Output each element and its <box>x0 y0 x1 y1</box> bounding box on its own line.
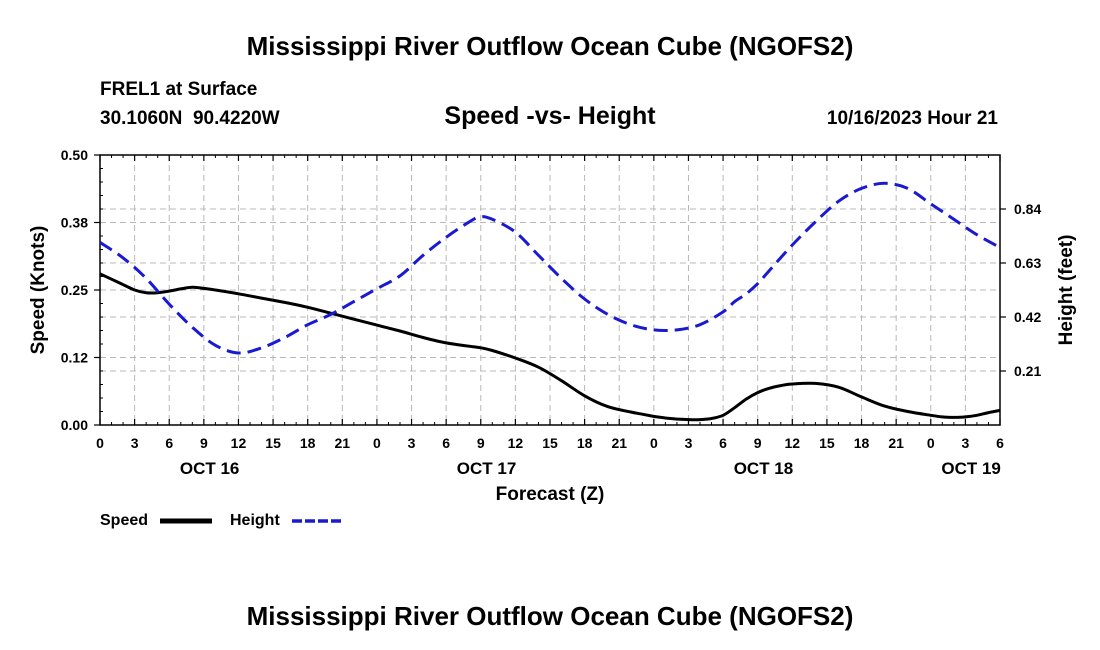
x-tick-label: 15 <box>542 435 558 451</box>
chart-subtitle: Speed -vs- Height <box>444 102 656 130</box>
x-tick-label: 15 <box>265 435 281 451</box>
speed-series-line <box>99 272 1001 422</box>
height-series-line <box>99 181 1001 355</box>
x-tick-label: 0 <box>927 435 935 451</box>
x-tick-label: 12 <box>231 435 247 451</box>
x-tick-label: 0 <box>650 435 658 451</box>
y-tick-label-right: 0.21 <box>1014 363 1041 379</box>
day-label: OCT 19 <box>941 459 1001 478</box>
y-tick-label-right: 0.42 <box>1014 309 1041 325</box>
footer-title: Mississippi River Outflow Ocean Cube (NG… <box>247 601 854 631</box>
x-tick-label: 21 <box>335 435 351 451</box>
x-tick-label: 3 <box>961 435 969 451</box>
y-tick-label-left: 0.12 <box>61 350 88 366</box>
gridlines <box>100 154 1000 425</box>
coordinates-label: 30.1060N 90.4220W <box>100 108 280 129</box>
x-tick-label: 9 <box>200 435 208 451</box>
x-tick-label: 6 <box>442 435 450 451</box>
x-tick-label: 21 <box>888 435 904 451</box>
y-tick-label-left: 0.50 <box>61 147 88 163</box>
x-tick-label: 15 <box>819 435 835 451</box>
x-tick-label: 9 <box>477 435 485 451</box>
x-tick-label: 12 <box>508 435 524 451</box>
y-tick-label-left: 0.25 <box>61 282 88 298</box>
x-tick-label: 3 <box>131 435 139 451</box>
x-tick-label: 18 <box>300 435 316 451</box>
x-tick-label: 0 <box>96 435 104 451</box>
x-tick-label: 18 <box>577 435 593 451</box>
x-tick-label: 18 <box>854 435 870 451</box>
x-tick-label: 6 <box>996 435 1004 451</box>
day-label: OCT 17 <box>457 459 517 478</box>
x-tick-label: 3 <box>408 435 416 451</box>
legend-height-label: Height <box>230 512 280 529</box>
x-axis-label: Forecast (Z) <box>496 484 605 505</box>
y-tick-label-left: 0.00 <box>61 417 88 433</box>
y-tick-label-left: 0.38 <box>61 215 88 231</box>
legend-speed-label: Speed <box>100 512 148 529</box>
y-axis-left-label: Speed (Knots) <box>28 226 49 355</box>
x-tick-label: 21 <box>611 435 627 451</box>
x-tick-label: 0 <box>373 435 381 451</box>
y-tick-label-right: 0.84 <box>1014 201 1041 217</box>
x-tick-label: 6 <box>719 435 727 451</box>
timestamp-label: 10/16/2023 Hour 21 <box>827 108 999 129</box>
day-label: OCT 16 <box>180 459 240 478</box>
chart-title: Mississippi River Outflow Ocean Cube (NG… <box>247 31 854 61</box>
y-tick-label-right: 0.63 <box>1014 255 1041 271</box>
station-label: FREL1 at Surface <box>100 79 257 100</box>
data-series <box>99 181 1001 422</box>
y-axis-right-label: Height (feet) <box>1056 235 1077 346</box>
axis-ticks: 0 3 6 9 12 15 18 21 0 3 6 9 12 15 18 21 0 3 6 9 12 15 18 21 0 3 6O… <box>61 147 1042 478</box>
x-tick-label: 12 <box>785 435 801 451</box>
x-tick-label: 9 <box>754 435 762 451</box>
legend: Speed Height <box>100 512 344 529</box>
day-label: OCT 18 <box>734 459 794 478</box>
x-tick-label: 3 <box>685 435 693 451</box>
x-tick-label: 6 <box>165 435 173 451</box>
